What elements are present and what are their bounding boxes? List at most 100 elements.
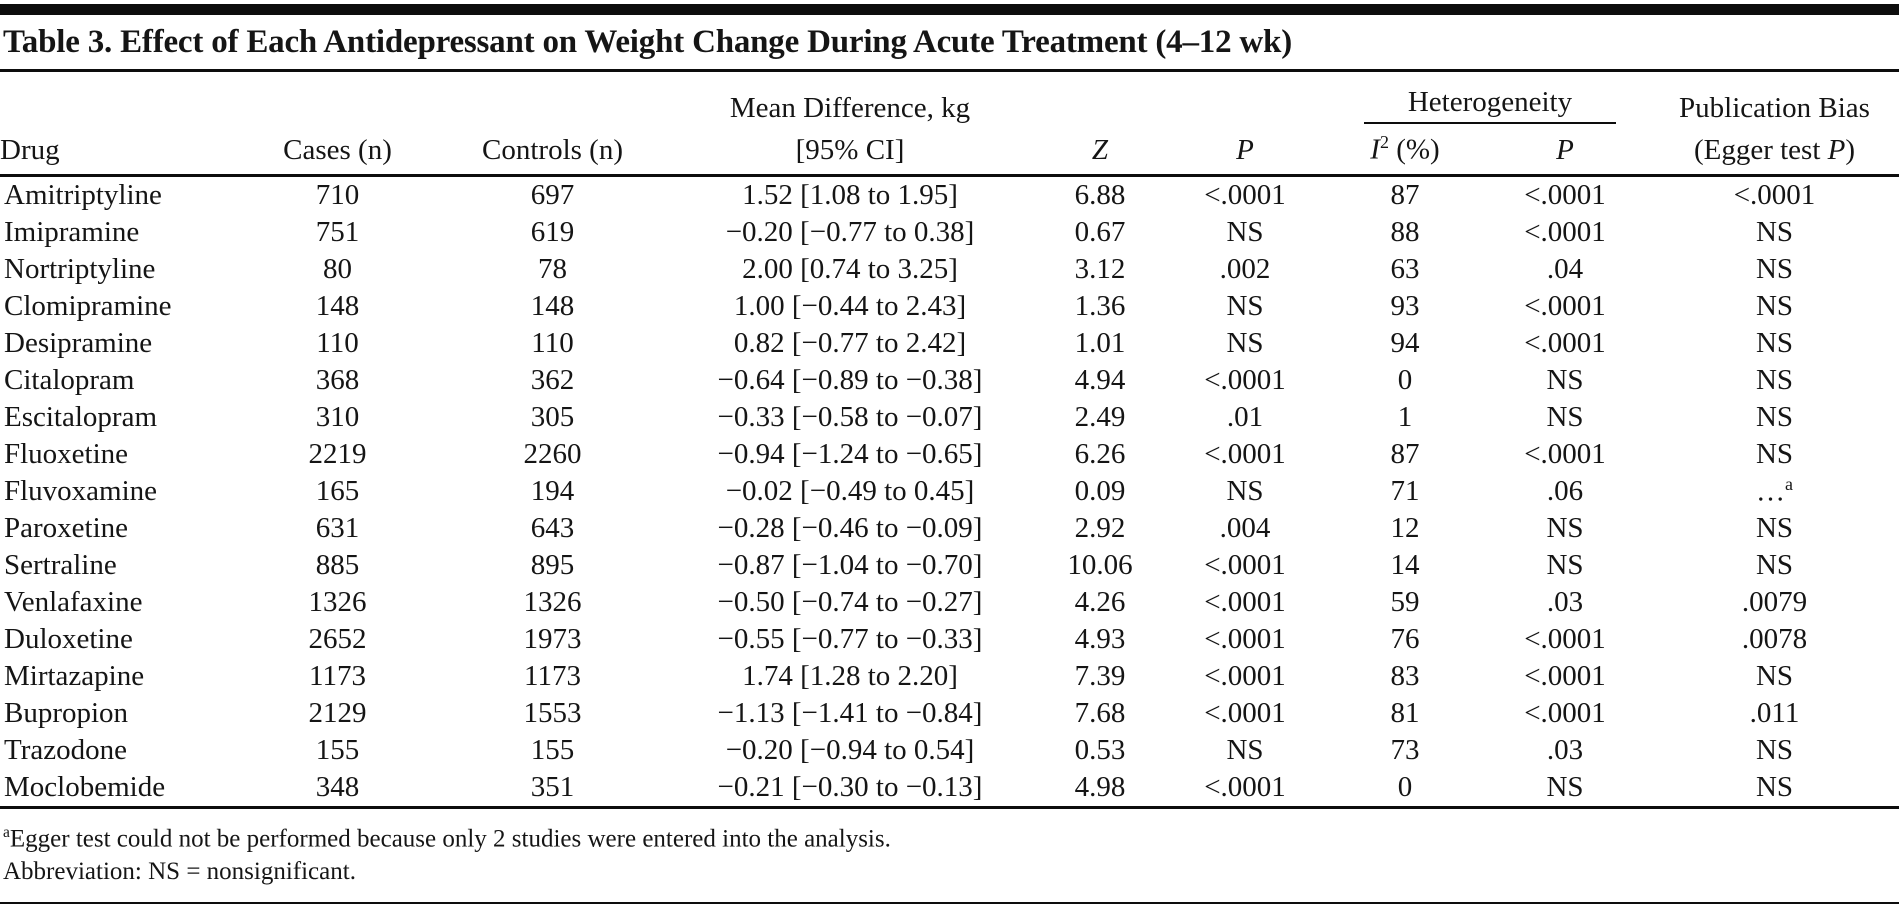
controls-cell: 1553 xyxy=(523,696,582,729)
het-p-cell: .04 xyxy=(1546,252,1584,285)
z-cell: 10.06 xyxy=(1067,548,1133,581)
i2-cell: 12 xyxy=(1390,511,1420,544)
egger-cell: <.0001 xyxy=(1733,178,1816,211)
i2-cell: 87 xyxy=(1390,437,1420,470)
het-p-cell: NS xyxy=(1546,400,1584,433)
footnote-abbreviation: Abbreviation: NS = nonsignificant. xyxy=(3,857,356,885)
mean-diff-cell: 1.00 [−0.44 to 2.43] xyxy=(733,289,967,322)
header-spacer-cases xyxy=(230,72,445,124)
header-spacer-z xyxy=(1040,72,1160,124)
paper-table-figure: Table 3. Effect of Each Antidepressant o… xyxy=(0,4,1899,905)
header-spacer-drug xyxy=(0,72,230,124)
het-p-cell: NS xyxy=(1546,511,1584,544)
z-cell: 4.98 xyxy=(1040,768,1160,809)
het-p-cell: <.0001 xyxy=(1524,696,1606,729)
egger-cell: NS xyxy=(1755,326,1794,359)
z-cell: 0.09 xyxy=(1074,474,1126,507)
egger-cell: NS xyxy=(1755,437,1794,470)
egger-cell: NS xyxy=(1755,400,1794,433)
table-row: Escitalopram 310 305 −0.33 [−0.58 to −0.07]… xyxy=(0,399,1899,436)
mean-diff-cell: −0.28 [−0.46 to −0.09] xyxy=(717,511,983,544)
p-cell: <.0001 xyxy=(1204,437,1286,470)
drug-cell: Trazodone xyxy=(4,733,127,766)
cases-cell: 165 xyxy=(315,474,360,507)
controls-cell: 895 xyxy=(530,548,575,581)
z-cell: 1.01 xyxy=(1074,326,1126,359)
cases-cell: 751 xyxy=(315,215,360,248)
controls-cell: 697 xyxy=(530,178,575,211)
egger-cell: NS xyxy=(1755,363,1794,396)
i2-cell: 81 xyxy=(1390,696,1420,729)
header-controls: Controls (n) xyxy=(445,124,660,177)
footnote-a-marker: a xyxy=(3,823,10,841)
egger-cell: NS xyxy=(1755,733,1794,766)
controls-cell: 362 xyxy=(530,363,575,396)
het-p-cell: .06 xyxy=(1546,474,1584,507)
mean-diff-cell: −0.50 [−0.74 to −0.27] xyxy=(717,585,983,618)
p-cell: NS xyxy=(1226,215,1264,248)
drug-cell: Duloxetine xyxy=(4,622,133,655)
drug-cell: Mirtazapine xyxy=(4,659,145,692)
cases-cell: 348 xyxy=(230,768,445,809)
egger-cell: NS xyxy=(1755,215,1794,248)
header-mean-difference-line2: [95% CI] xyxy=(660,124,1040,177)
egger-p-symbol: P xyxy=(1827,133,1846,166)
controls-cell: 1173 xyxy=(524,659,581,692)
table-row: Fluvoxamine 165 194 −0.02 [−0.49 to 0.45] 0.… xyxy=(0,473,1899,510)
z-cell: 6.88 xyxy=(1074,178,1126,211)
i2-percent-label: (%) xyxy=(1388,133,1440,166)
het-p-cell: <.0001 xyxy=(1524,178,1606,211)
egger-cell: NS xyxy=(1755,511,1794,544)
p-cell: .002 xyxy=(1219,252,1271,285)
drug-cell: Sertraline xyxy=(4,548,117,581)
het-p-cell: <.0001 xyxy=(1524,289,1606,322)
drug-cell: Citalopram xyxy=(4,363,135,396)
header-spacer-controls xyxy=(445,72,660,124)
i2-cell: 94 xyxy=(1390,326,1420,359)
cases-cell: 1173 xyxy=(309,659,366,692)
i2-cell: 14 xyxy=(1390,548,1420,581)
het-p-cell: <.0001 xyxy=(1524,437,1606,470)
controls-cell: 1973 xyxy=(523,622,582,655)
cases-cell: 631 xyxy=(315,511,360,544)
header-spacer-p xyxy=(1160,72,1330,124)
cases-cell: 80 xyxy=(323,252,352,285)
table-row: Clomipramine 148 148 1.00 [−0.44 to 2.43] 1.… xyxy=(0,288,1899,325)
egger-cell: NS xyxy=(1755,659,1794,692)
mean-diff-cell: −0.33 [−0.58 to −0.07] xyxy=(717,400,983,433)
cases-cell: 1326 xyxy=(308,585,367,618)
table-row: Nortriptyline 80 78 2.00 [0.74 to 3.25] 3.12… xyxy=(0,251,1899,288)
drug-cell: Clomipramine xyxy=(4,289,172,322)
i2-cell: 87 xyxy=(1390,178,1420,211)
het-p-cell: NS xyxy=(1546,548,1584,581)
table-footnotes: aEgger test could not be performed becau… xyxy=(0,809,1899,897)
i2-cell: 93 xyxy=(1390,289,1420,322)
egger-cell: .0079 xyxy=(1741,585,1808,618)
controls-cell: 1326 xyxy=(523,585,582,618)
egger-label-prefix: (Egger test xyxy=(1693,133,1828,166)
controls-cell: 148 xyxy=(530,289,575,322)
table-row: Amitriptyline 710 697 1.52 [1.08 to 1.95] 6.… xyxy=(0,175,1899,214)
i2-cell: 71 xyxy=(1390,474,1420,507)
mean-diff-cell: −0.94 [−1.24 to −0.65] xyxy=(717,437,983,470)
controls-cell: 643 xyxy=(530,511,575,544)
i2-symbol: I xyxy=(1370,133,1380,166)
z-cell: 4.26 xyxy=(1074,585,1126,618)
cases-cell: 148 xyxy=(315,289,360,322)
header-drug: Drug xyxy=(0,124,230,177)
i2-cell: 0 xyxy=(1330,768,1480,809)
cases-cell: 368 xyxy=(315,363,360,396)
het-p-cell: NS xyxy=(1480,768,1650,809)
header-z: Z xyxy=(1040,124,1160,177)
drug-cell: Fluoxetine xyxy=(4,437,129,470)
table-row: Imipramine 751 619 −0.20 [−0.77 to 0.38] 0.6… xyxy=(0,214,1899,251)
p-cell: <.0001 xyxy=(1204,622,1286,655)
p-cell: NS xyxy=(1226,733,1264,766)
mean-diff-cell: 1.52 [1.08 to 1.95] xyxy=(742,178,958,211)
controls-cell: 110 xyxy=(531,326,574,359)
table-body: Amitriptyline 710 697 1.52 [1.08 to 1.95] 6.… xyxy=(0,175,1899,809)
header-row-group: Mean Difference, kg Heterogeneity Public… xyxy=(0,72,1899,124)
egger-cell: NS xyxy=(1650,768,1899,809)
table-row: Venlafaxine 1326 1326 −0.50 [−0.74 to −0.27… xyxy=(0,584,1899,621)
bottom-double-rule xyxy=(0,901,1899,905)
